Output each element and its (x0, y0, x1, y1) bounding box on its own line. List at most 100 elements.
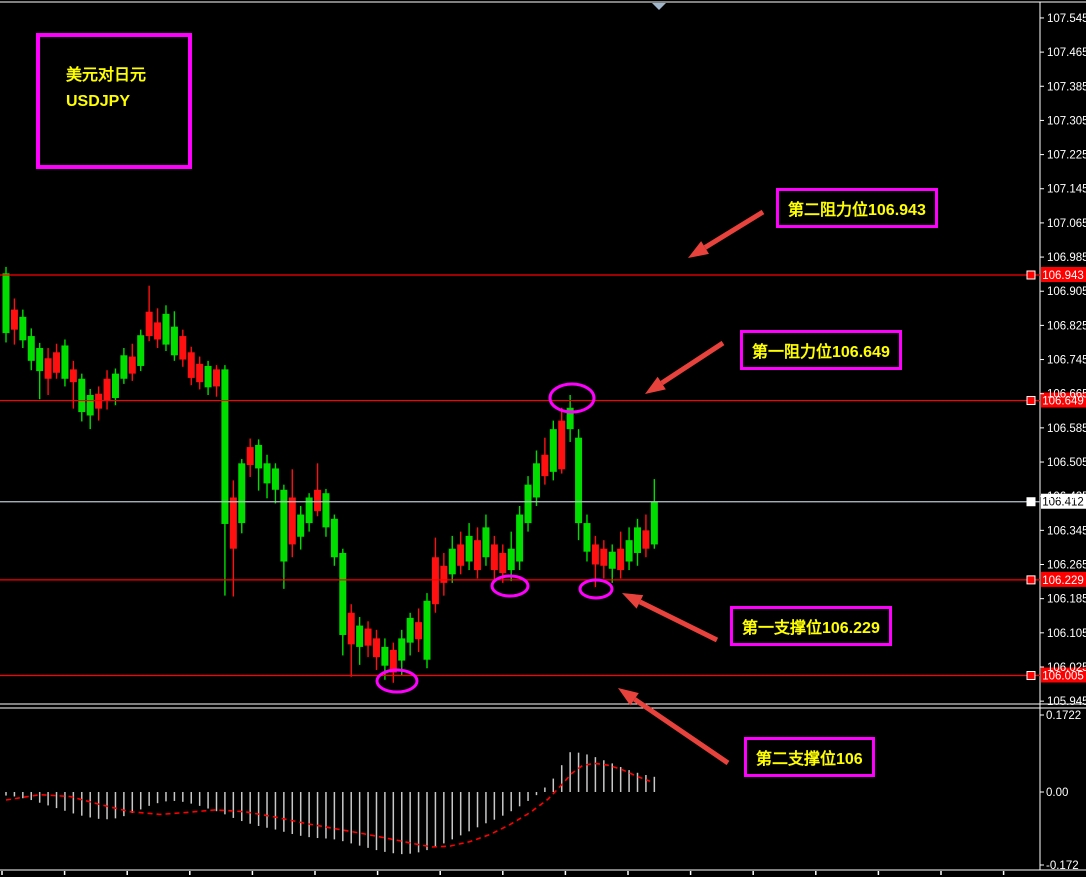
candle-body (280, 489, 288, 562)
candle-body (532, 463, 540, 498)
price-axis-label: 107.385 (1047, 81, 1086, 93)
highlight-ellipses[interactable] (375, 382, 614, 694)
annotation-resistance-2[interactable]: 第二阻力位106.943 (776, 188, 938, 228)
axis-price-box (1041, 267, 1086, 282)
annotation-arrows[interactable] (618, 209, 765, 766)
candle-body (431, 557, 439, 605)
annotation-support-2-label: 第二支撑位106 (756, 751, 863, 768)
price-axis-label: 106.025 (1047, 662, 1086, 674)
candle-body (103, 378, 111, 401)
price-axis-label: 106.825 (1047, 320, 1086, 332)
price-axis-label: 106.985 (1047, 252, 1086, 264)
candle-body (288, 497, 296, 545)
candle-body (263, 463, 271, 484)
annotation-resistance-1[interactable]: 第一阻力位106.649 (740, 330, 902, 370)
candle-body (415, 622, 423, 640)
price-axis-label: 107.065 (1047, 218, 1086, 230)
line-end-marker (1026, 396, 1036, 406)
candle-body (196, 363, 204, 383)
price-axis-label: 107.305 (1047, 115, 1086, 127)
candle-body (490, 544, 498, 571)
candle-body (69, 369, 77, 383)
line-end-marker (1026, 575, 1036, 585)
axis-price-box (1041, 392, 1086, 408)
axis-price-box-value: 106.412 (1042, 497, 1084, 509)
candle-body (128, 356, 136, 374)
candle-body (381, 646, 389, 666)
axis-price-box (1041, 493, 1086, 509)
symbol-title-box[interactable]: 美元对日元 USDJPY (36, 33, 192, 169)
candle-body (170, 326, 178, 356)
candle-body (255, 444, 263, 469)
price-axis-label: 107.465 (1047, 47, 1086, 59)
candle-body (608, 551, 616, 569)
macd-axis-label: -0.172 (1046, 860, 1079, 872)
candle-body (465, 535, 473, 562)
annotation-resistance-1-label: 第一阻力位106.649 (752, 344, 890, 361)
price-axis-label: 106.105 (1047, 628, 1086, 640)
price-axis-label: 106.265 (1047, 560, 1086, 572)
candle-body (314, 489, 322, 512)
highlight-ellipse (375, 668, 419, 694)
candle-body (297, 514, 305, 537)
candles-layer (2, 266, 658, 683)
arrow-shaft (703, 209, 765, 250)
candle-body (246, 447, 254, 466)
candle-body (499, 552, 507, 574)
symbol-title-cn: 美元对日元 (66, 67, 147, 84)
candle-body (541, 454, 549, 477)
highlight-ellipse (490, 574, 530, 598)
candle-body (507, 548, 515, 571)
candle-body (356, 625, 364, 647)
axis-price-box-value: 106.943 (1042, 270, 1084, 282)
highlight-ellipse (548, 382, 596, 414)
candle-body (398, 638, 406, 661)
candle-body (642, 530, 650, 549)
candle-body (457, 544, 465, 566)
scroll-position-marker[interactable] (652, 3, 666, 10)
candle-body (482, 527, 490, 558)
candle-body (474, 540, 482, 571)
candle-body (566, 407, 574, 430)
price-lines-layer: 106.943 106.649 106.412 106.229 106.005 (0, 267, 1086, 683)
line-end-marker (1026, 497, 1036, 507)
annotation-support-1-label: 第一支撑位106.229 (742, 620, 880, 637)
macd-axis-label: 0.00 (1046, 787, 1068, 799)
candle-body (10, 309, 18, 330)
annotation-support-2[interactable]: 第二支撑位106 (744, 737, 875, 777)
candle-body (271, 468, 279, 490)
candle-body (650, 501, 658, 545)
candle-body (95, 393, 103, 409)
candle-body (389, 649, 397, 673)
candle-body (591, 544, 599, 565)
candle-body (339, 552, 347, 635)
candle-body (44, 358, 52, 379)
candle-body (448, 548, 456, 575)
candle-body (516, 514, 524, 562)
arrow-shaft (638, 599, 719, 643)
candle-body (524, 484, 532, 524)
axis-price-box-value: 106.649 (1042, 396, 1084, 408)
candle-body (600, 548, 608, 566)
arrow-shaft (660, 340, 725, 386)
price-axis-label: 107.545 (1047, 13, 1086, 25)
candle-body (558, 420, 566, 470)
arrow-head (622, 593, 644, 609)
time-axis[interactable] (1, 871, 1005, 875)
candle-body (322, 493, 330, 528)
price-axis[interactable]: 107.545 107.465 107.385 107.305 107.225 107.1… (1040, 13, 1086, 872)
candle-body (19, 316, 27, 341)
candle-body (27, 336, 35, 361)
candle-body (372, 638, 380, 658)
arrow-shaft (633, 697, 730, 766)
arrow-head (645, 376, 666, 394)
price-axis-label: 105.945 (1047, 696, 1086, 708)
candle-body (145, 311, 153, 337)
price-axis-label: 106.425 (1047, 491, 1086, 503)
annotation-support-1[interactable]: 第一支撑位106.229 (730, 606, 892, 646)
price-axis-label: 106.345 (1047, 525, 1086, 537)
candle-body (634, 527, 641, 553)
candle-body (61, 345, 69, 379)
